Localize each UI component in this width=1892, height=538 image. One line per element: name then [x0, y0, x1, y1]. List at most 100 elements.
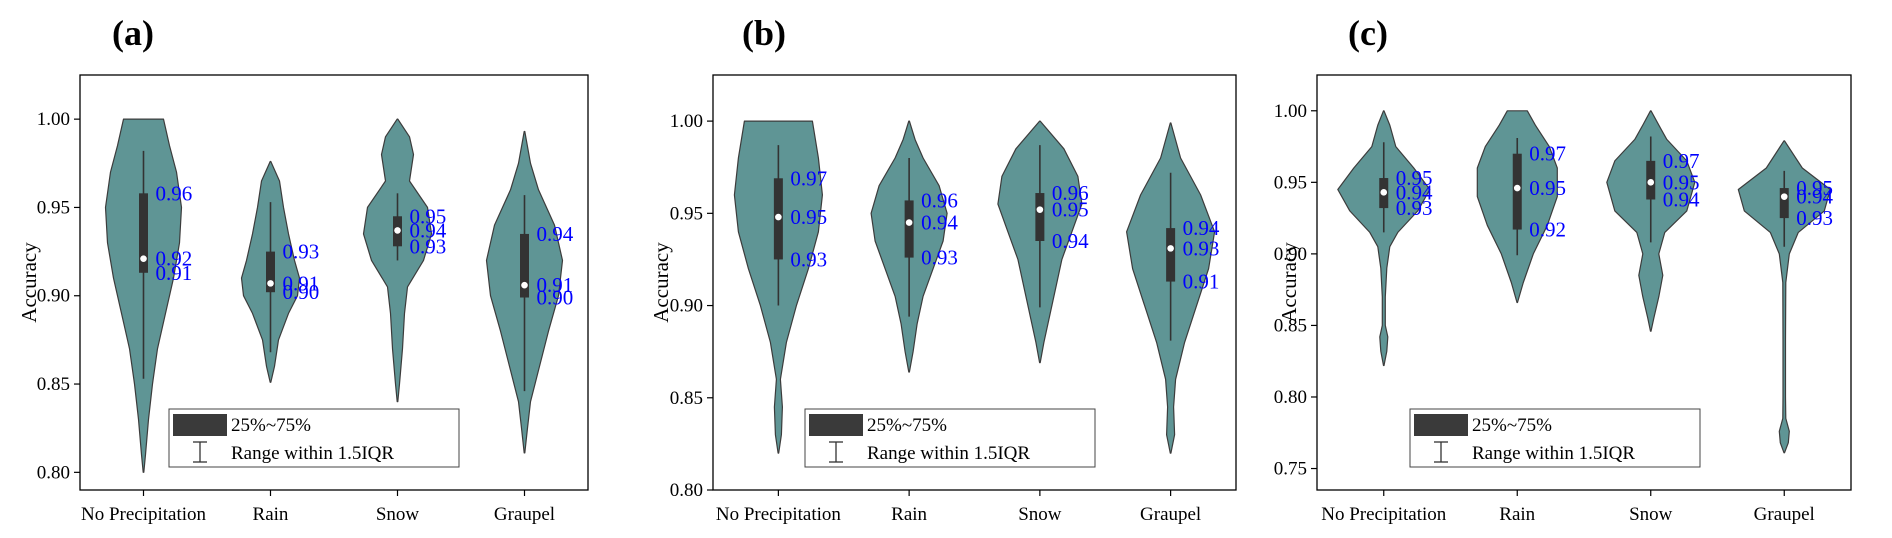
value-annotation: 0.92 [156, 247, 193, 271]
value-annotation: 0.94 [1052, 229, 1089, 253]
median-dot [1780, 193, 1788, 200]
value-annotation: 0.93 [283, 240, 320, 264]
median-dot [394, 227, 401, 234]
y-tick-label: 1.00 [37, 109, 70, 130]
legend-box-label: 25%~75% [1472, 415, 1552, 436]
y-tick-label: 0.95 [670, 203, 703, 224]
value-annotation: 0.93 [921, 246, 958, 270]
value-annotation: 0.91 [537, 273, 574, 297]
y-tick-label: 0.80 [1274, 387, 1307, 408]
legend: 25%~75% Range within 1.5IQR [168, 408, 460, 468]
value-annotation: 0.94 [1796, 185, 1833, 209]
iqr-box [520, 233, 529, 298]
panel-label: (a) [112, 13, 154, 53]
legend-box-swatch [809, 414, 863, 436]
panel-label: (c) [1348, 13, 1388, 53]
legend-whisker-label: Range within 1.5IQR [231, 443, 394, 464]
x-tick-label: Graupel [1140, 504, 1201, 525]
y-axis-label: Accuracy [17, 242, 41, 323]
value-annotation: 0.93 [1183, 236, 1220, 260]
iqr-box [1512, 153, 1522, 230]
value-annotation: 0.90 [283, 280, 320, 304]
y-tick-label: 0.95 [1274, 172, 1307, 193]
y-tick-label: 0.75 [1274, 459, 1307, 480]
median-dot [521, 281, 528, 289]
value-annotation: 0.94 [537, 222, 574, 246]
y-tick-label: 1.00 [1274, 101, 1307, 122]
iqr-box [139, 193, 148, 273]
value-annotation: 0.94 [1396, 180, 1433, 204]
value-annotation: 0.94 [921, 211, 958, 235]
value-annotation: 0.91 [283, 271, 320, 295]
plot-frame [1316, 74, 1852, 491]
value-annotation: 0.97 [790, 166, 827, 190]
median-dot [775, 213, 782, 221]
legend-box-swatch [173, 414, 227, 436]
y-tick-label: 0.85 [670, 388, 703, 409]
median-dot [1647, 179, 1655, 186]
value-annotation: 0.93 [1396, 196, 1433, 220]
value-annotation: 0.91 [1183, 270, 1220, 294]
value-annotation: 0.96 [156, 181, 193, 205]
x-tick-label: No Precipitation [1321, 504, 1447, 525]
legend-whisker-label: Range within 1.5IQR [1472, 443, 1635, 464]
x-tick-label: Rain [253, 504, 289, 525]
x-tick-label: No Precipitation [81, 504, 207, 525]
value-annotation: 0.95 [790, 205, 827, 229]
median-dot [905, 219, 913, 226]
x-tick-label: Graupel [494, 504, 555, 525]
legend: 25%~75% Range within 1.5IQR [1409, 408, 1701, 468]
y-tick-label: 0.85 [1274, 315, 1307, 336]
legend-box-label: 25%~75% [867, 415, 947, 436]
x-tick-label: Snow [1018, 504, 1062, 525]
panel-a: (a)Accuracy0.800.850.900.951.000.960.920… [17, 13, 589, 525]
value-annotation: 0.93 [790, 247, 827, 271]
y-axis-label: Accuracy [1277, 242, 1301, 323]
median-dot [1036, 206, 1044, 213]
y-tick-label: 0.80 [670, 480, 703, 501]
x-tick-label: Snow [1629, 504, 1673, 525]
value-annotation: 0.97 [1529, 142, 1566, 166]
panel-b: (b)Accuracy0.800.850.900.951.000.970.950… [649, 13, 1237, 525]
value-annotation: 0.91 [156, 261, 193, 285]
y-tick-label: 0.90 [1274, 244, 1307, 265]
value-annotation: 0.94 [1663, 188, 1700, 212]
value-annotation: 0.95 [1796, 176, 1833, 200]
legend-box-label: 25%~75% [231, 415, 311, 436]
value-annotation: 0.94 [1183, 216, 1220, 240]
y-axis-label: Accuracy [649, 242, 673, 323]
value-annotation: 0.96 [921, 188, 958, 212]
violin [1337, 110, 1431, 367]
y-tick-label: 0.80 [37, 462, 70, 483]
iqr-box [904, 200, 914, 258]
y-tick-label: 0.85 [37, 374, 70, 395]
median-dot [1513, 184, 1521, 192]
legend-box-swatch [1414, 414, 1468, 436]
panel-c: (c)Accuracy0.750.800.850.900.951.000.950… [1274, 13, 1852, 525]
plot-frame [79, 74, 589, 491]
violin [1737, 140, 1831, 454]
value-annotation: 0.95 [410, 204, 447, 228]
x-tick-label: No Precipitation [716, 504, 842, 525]
y-tick-label: 0.95 [37, 197, 70, 218]
y-tick-label: 0.90 [37, 286, 70, 307]
iqr-box [1035, 193, 1045, 241]
median-dot [140, 255, 147, 262]
legend: 25%~75% Range within 1.5IQR [804, 408, 1096, 468]
y-tick-label: 1.00 [670, 111, 703, 132]
plot-frame [712, 74, 1237, 491]
median-dot [1380, 189, 1388, 196]
value-annotation: 0.94 [410, 218, 447, 242]
legend-whisker-label: Range within 1.5IQR [867, 443, 1030, 464]
x-tick-label: Rain [1499, 504, 1535, 525]
value-annotation: 0.96 [1052, 181, 1089, 205]
iqr-box [266, 251, 275, 293]
panel-label: (b) [742, 13, 786, 53]
value-annotation: 0.93 [410, 234, 447, 258]
x-tick-label: Rain [891, 504, 927, 525]
value-annotation: 0.97 [1663, 149, 1700, 173]
iqr-box [1779, 188, 1789, 219]
value-annotation: 0.95 [1396, 166, 1433, 190]
value-annotation: 0.92 [1529, 218, 1566, 242]
